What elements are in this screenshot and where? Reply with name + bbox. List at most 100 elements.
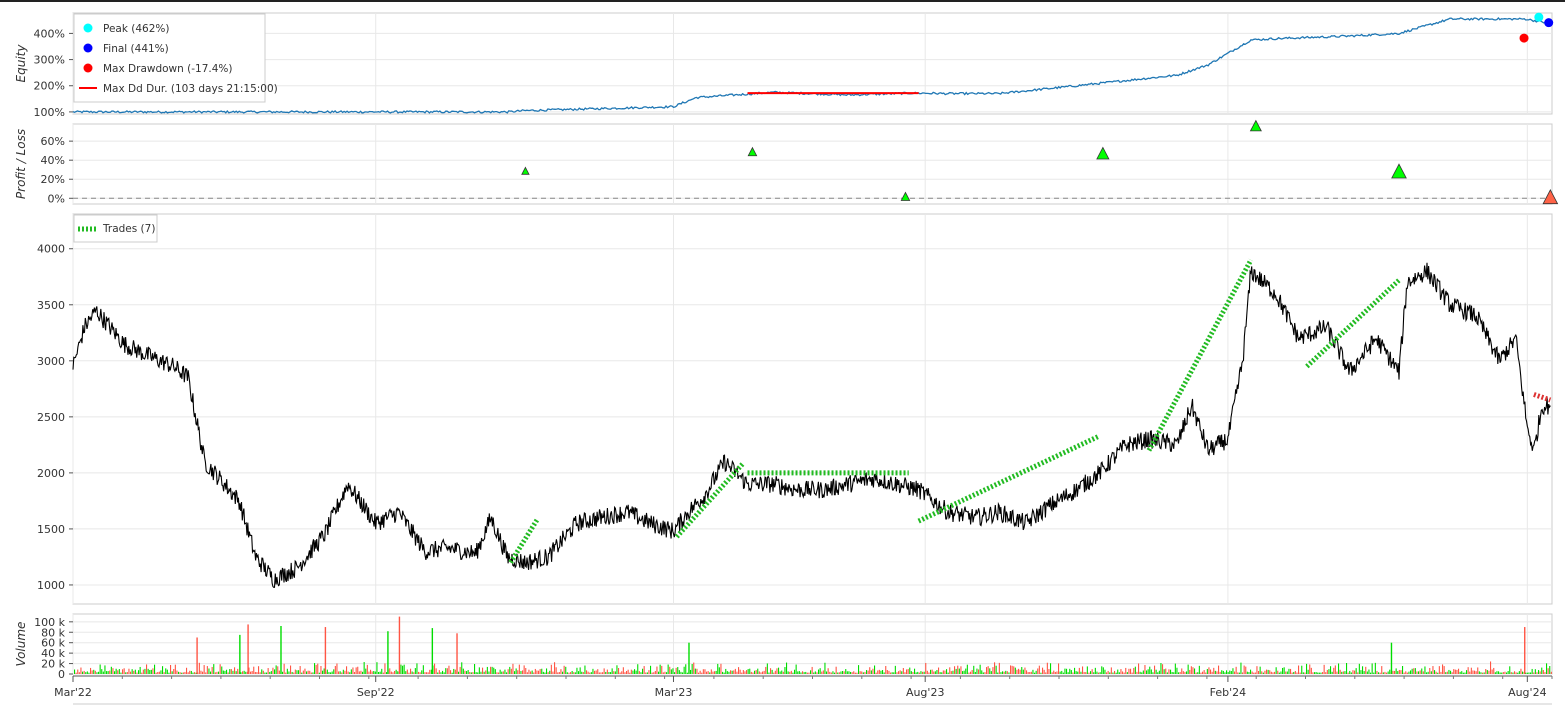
volume-bar — [830, 672, 832, 674]
volume-bar — [189, 670, 191, 674]
volume-bar — [1331, 671, 1333, 674]
volume-bar — [134, 669, 136, 674]
volume-bar — [1413, 668, 1415, 674]
volume-bar — [806, 672, 808, 674]
trade-line — [674, 462, 745, 539]
volume-bar — [1330, 666, 1332, 674]
volume-bar — [422, 665, 424, 674]
volume-bar — [170, 664, 172, 674]
volume-bar — [354, 672, 356, 674]
volume-bar — [848, 671, 850, 674]
volume-bar — [718, 667, 720, 674]
volume-bar — [819, 668, 821, 674]
volume-bar — [931, 669, 933, 674]
volume-bar — [1210, 669, 1212, 674]
volume-bar — [598, 672, 600, 674]
volume-bar — [261, 669, 263, 674]
volume-bar — [533, 672, 535, 674]
volume-bar — [925, 662, 927, 674]
volume-bar — [187, 672, 189, 674]
volume-bar — [392, 672, 394, 674]
volume-bar — [1427, 671, 1429, 674]
volume-bar — [723, 672, 725, 674]
volume-bar — [94, 670, 96, 674]
volume-bar — [88, 672, 90, 674]
volume-bar — [1347, 672, 1349, 674]
volume-bar — [1448, 669, 1450, 674]
volume-bar — [277, 666, 279, 674]
volume-bar — [814, 671, 816, 674]
volume-bar — [1306, 663, 1308, 674]
volume-bar — [514, 671, 516, 674]
volume-bar — [491, 666, 493, 674]
volume-bar — [978, 669, 980, 674]
volume-bar — [400, 664, 402, 674]
equity-panel-frame — [72, 12, 1553, 115]
volume-bar — [880, 670, 882, 674]
volume-bar — [141, 672, 143, 674]
volume-bar — [528, 669, 530, 674]
volume-bar — [1211, 671, 1213, 674]
volume-bar — [654, 670, 656, 674]
trade-line — [1533, 392, 1552, 403]
volume-bar — [114, 671, 116, 674]
volume-bar — [1434, 670, 1436, 674]
volume-bar — [1109, 672, 1111, 674]
volume-bar — [301, 672, 303, 674]
vol-ytick-label: 20 k — [41, 658, 65, 671]
volume-bar — [1504, 671, 1506, 674]
volume-bar — [638, 671, 640, 674]
volume-bar — [1165, 668, 1167, 674]
volume-bar — [802, 671, 804, 674]
volume-bar — [1302, 672, 1304, 674]
volume-bar — [1258, 670, 1260, 674]
volume-bar — [1411, 668, 1413, 674]
volume-bar — [430, 669, 432, 674]
volume-bar — [101, 669, 103, 674]
volume-bar — [866, 670, 868, 674]
volume-bar — [1336, 671, 1338, 674]
volume-bar — [835, 666, 837, 674]
volume-bar — [254, 671, 256, 674]
volume-bar — [1291, 672, 1293, 674]
volume-bar — [859, 671, 861, 674]
volume-bar — [979, 664, 981, 674]
volume-bar — [974, 671, 976, 674]
volume-bar — [462, 668, 464, 674]
volume-bar — [1333, 667, 1335, 674]
volume-bar — [594, 670, 596, 674]
volume-bar — [619, 672, 621, 674]
equity-ytick-label: 100% — [34, 106, 65, 119]
volume-bar — [258, 666, 260, 674]
x-tick-label: Mar'23 — [655, 686, 693, 699]
volume-bar — [757, 668, 759, 674]
volume-bar — [1216, 671, 1218, 674]
volume-bar — [1117, 669, 1119, 674]
volume-bar — [1181, 668, 1183, 674]
volume-bar — [1318, 672, 1320, 674]
volume-bar — [600, 672, 602, 674]
volume-bar — [339, 671, 341, 674]
volume-bar — [1283, 667, 1285, 674]
volume-bar — [274, 669, 276, 674]
volume-bar — [1430, 671, 1432, 674]
volume-bar — [1400, 670, 1402, 674]
volume-bar — [942, 670, 944, 674]
volume-bar — [1466, 670, 1468, 674]
volume-bar — [494, 669, 496, 674]
volume-bar — [517, 670, 519, 674]
price-legend: Trades (7) — [73, 214, 158, 243]
volume-bar — [765, 666, 767, 674]
volume-bar — [424, 672, 426, 674]
volume-bar — [1046, 662, 1048, 674]
volume-bar — [1246, 671, 1248, 674]
volume-bar — [510, 668, 512, 674]
volume-bar — [1128, 668, 1130, 674]
volume-bar — [1272, 672, 1274, 674]
volume-bar — [1144, 665, 1146, 674]
volume-bar — [774, 670, 776, 674]
volume-bar — [917, 671, 919, 674]
volume-bar — [1053, 670, 1055, 674]
volume-bar — [443, 672, 445, 674]
